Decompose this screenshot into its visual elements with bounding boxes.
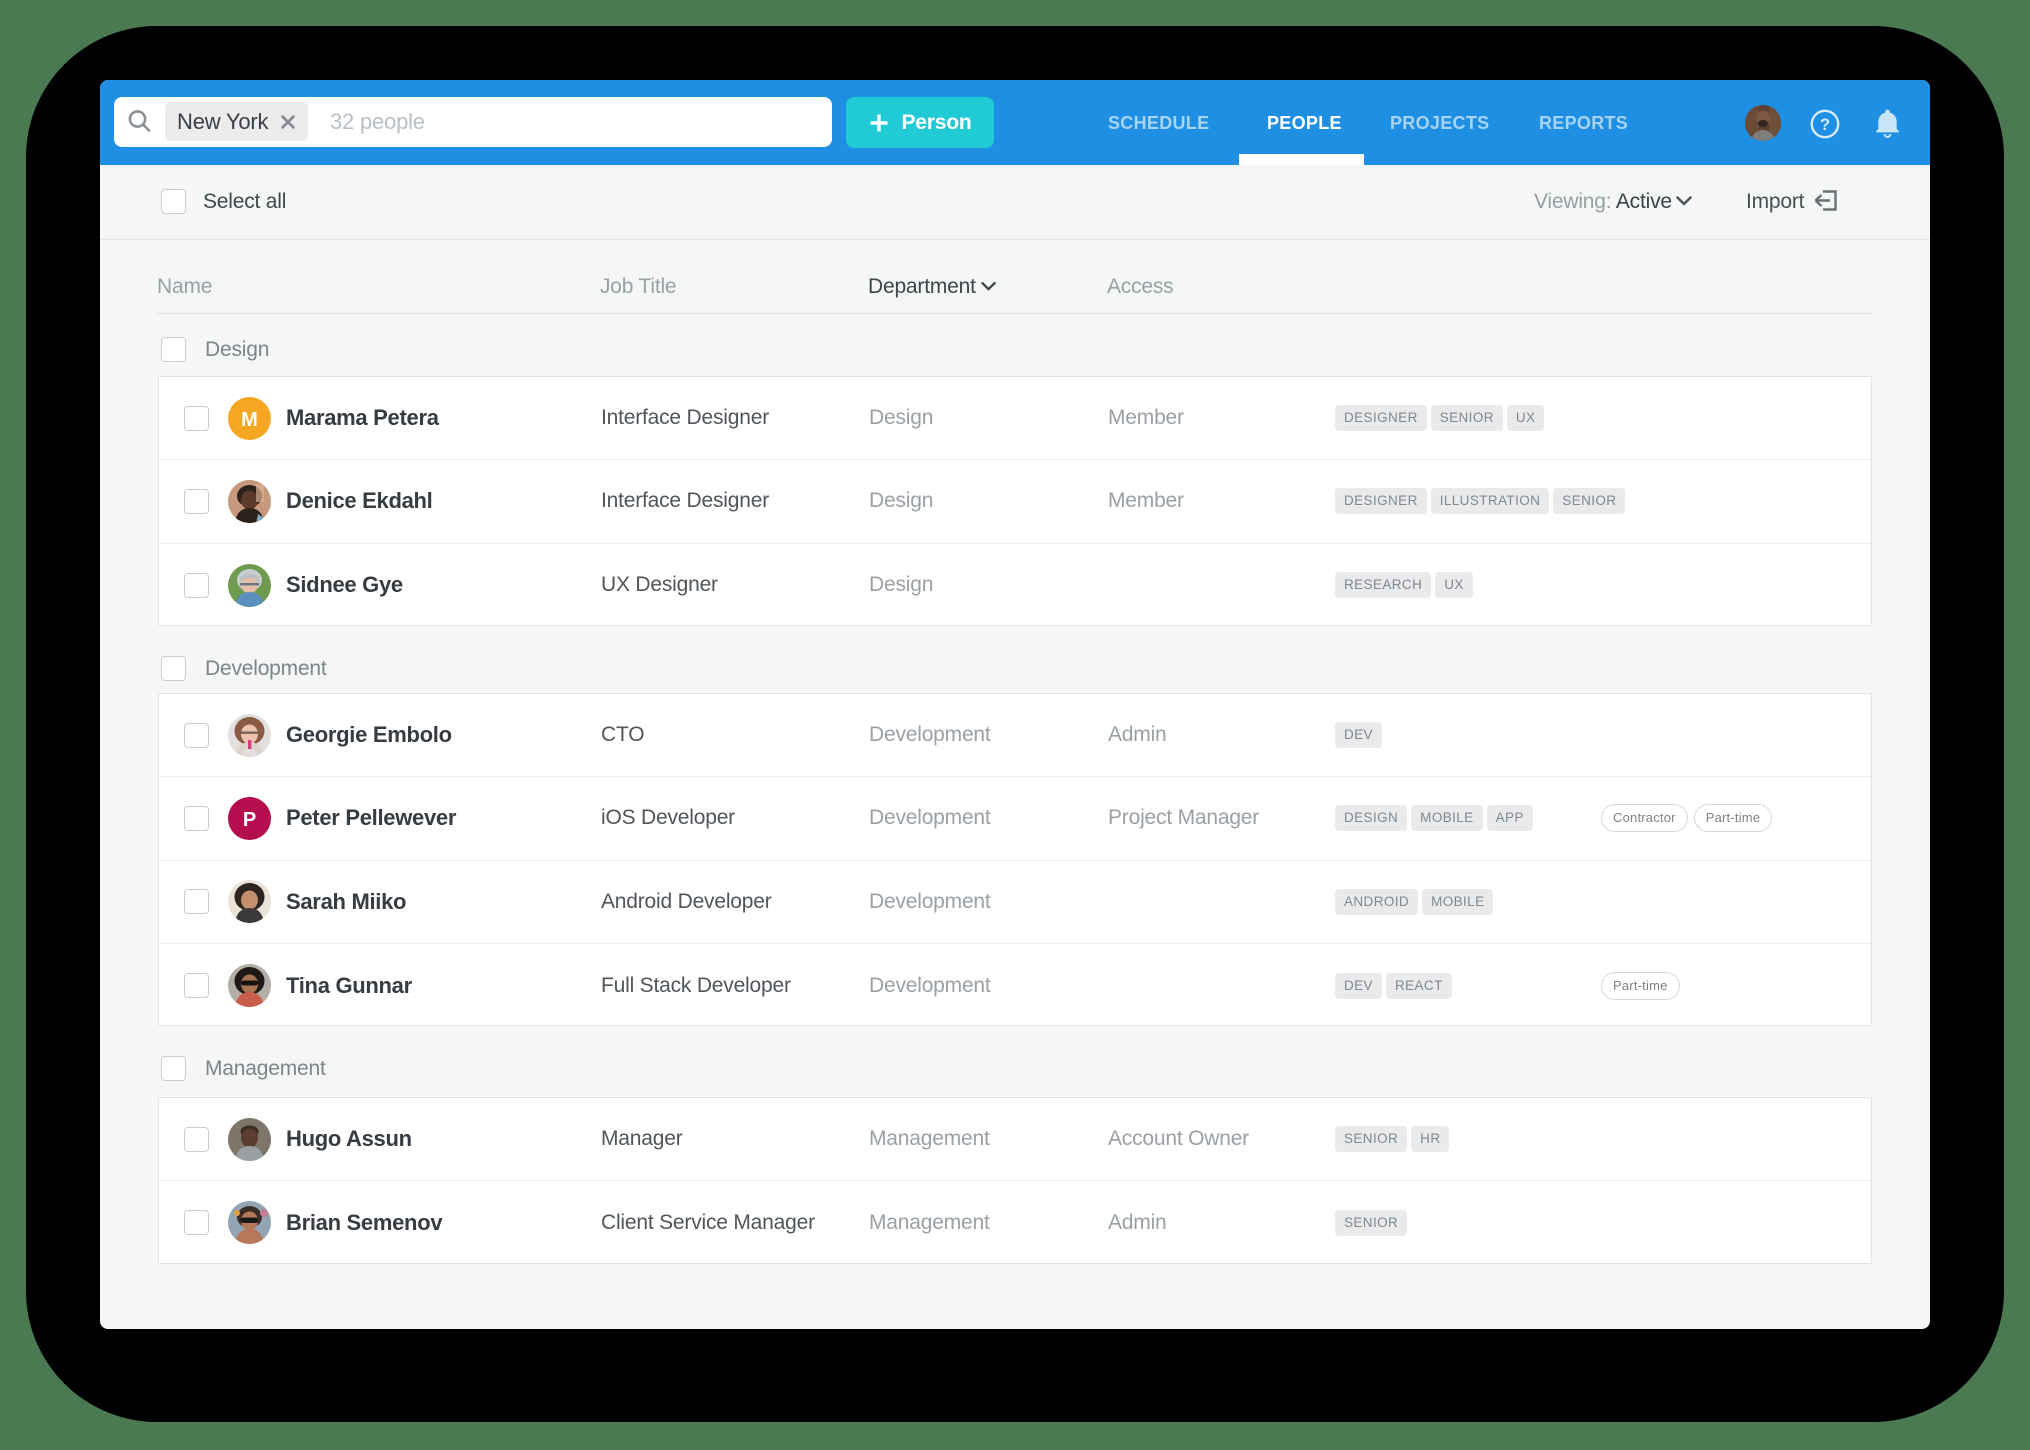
svg-text:M: M	[241, 409, 258, 431]
svg-text:P: P	[243, 809, 256, 831]
svg-text:?: ?	[1820, 116, 1830, 134]
